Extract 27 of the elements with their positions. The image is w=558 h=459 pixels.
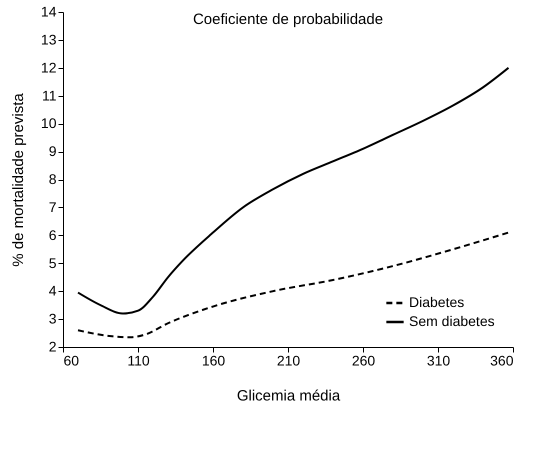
x-tick-label: 210 (276, 352, 300, 368)
line-series (77, 232, 510, 338)
chart-title: Coeficiente de probabilidade (192, 11, 384, 28)
y-tick-label: 7 (48, 198, 57, 215)
legend-label: Sem diabetes (409, 313, 495, 329)
y-tick-label: 12 (40, 59, 57, 76)
y-axis-title: % de mortalidade prevista (10, 92, 27, 267)
x-tick-label: 60 (64, 352, 80, 368)
x-tick-label: 360 (490, 352, 514, 368)
y-tick-label: 6 (48, 226, 57, 243)
y-tick-label: 5 (48, 254, 57, 271)
y-tick-label: 10 (40, 115, 57, 132)
x-tick-label: 260 (352, 352, 376, 368)
y-tick-label: 4 (48, 282, 57, 299)
y-tick-label: 9 (48, 143, 57, 160)
line-series (77, 66, 510, 314)
y-tick-label: 11 (42, 87, 57, 104)
y-tick-label: 14 (40, 4, 57, 20)
y-tick-label: 13 (40, 31, 57, 48)
x-tick-label: 310 (426, 352, 450, 368)
x-axis-title: Glicemia média (236, 388, 341, 404)
x-tick-label: 110 (127, 352, 150, 368)
y-tick-label: 2 (48, 338, 57, 354)
y-tick-label: 3 (48, 310, 57, 327)
legend-label: Diabetes (409, 294, 464, 310)
y-tick-label: 8 (48, 171, 57, 187)
x-tick-label: 160 (202, 352, 226, 368)
